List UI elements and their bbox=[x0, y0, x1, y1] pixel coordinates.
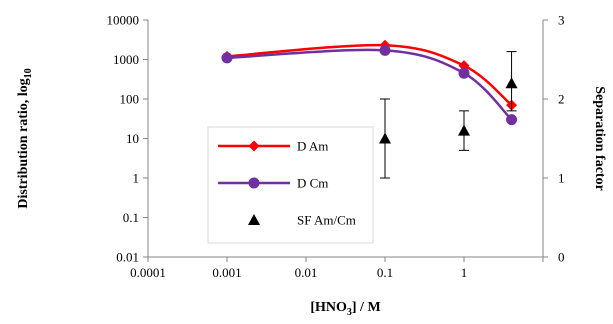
y-left-tick-label: 10000 bbox=[107, 13, 140, 28]
y-left-tick-label: 1 bbox=[133, 171, 140, 186]
legend-item: D Am bbox=[218, 139, 328, 154]
y-axis-left-title: Distribution ratio, log10 bbox=[16, 68, 34, 208]
legend-item: D Cm bbox=[218, 176, 328, 191]
legend-marker bbox=[248, 140, 260, 152]
axes: 0.0001 0.001 0.01 0.1 10.010.111010010001000… bbox=[16, 13, 607, 319]
series-layer bbox=[221, 39, 518, 195]
data-point bbox=[458, 60, 470, 72]
x-tick-label: 0.001 bbox=[212, 265, 241, 280]
data-point bbox=[379, 44, 391, 56]
y-left-tick-label: 100 bbox=[120, 92, 140, 107]
y-left-tick-label: 10 bbox=[126, 131, 139, 146]
data-point bbox=[505, 77, 518, 89]
data-point bbox=[379, 132, 391, 144]
x-tick-label: 1 bbox=[461, 265, 468, 280]
y-right-tick-label: 0 bbox=[558, 250, 565, 265]
x-tick-label: 0.1 bbox=[377, 265, 393, 280]
y-right-tick-label: 1 bbox=[558, 171, 565, 186]
x-tick-label: 0.0001 bbox=[130, 265, 166, 280]
x-tick-label: 0.01 bbox=[295, 265, 318, 280]
y-left-tick-label: 0.01 bbox=[116, 250, 139, 265]
y-left-tick-label: 0.1 bbox=[123, 210, 139, 225]
data-point bbox=[506, 114, 518, 126]
y-axis-right-title: Separation factor bbox=[592, 86, 607, 191]
legend-label: D Am bbox=[297, 139, 328, 154]
series-2 bbox=[221, 44, 518, 126]
series-line bbox=[226, 43, 513, 107]
y-left-tick-label: 1000 bbox=[113, 52, 139, 67]
legend-marker bbox=[248, 214, 260, 225]
data-point bbox=[221, 52, 233, 64]
data-point bbox=[458, 67, 470, 79]
y-right-tick-label: 3 bbox=[558, 13, 565, 28]
legend-marker bbox=[248, 177, 260, 189]
series-line bbox=[226, 48, 513, 121]
legend-item: SF Am/Cm bbox=[248, 213, 356, 228]
legend-label: D Cm bbox=[297, 176, 328, 191]
legend-label: SF Am/Cm bbox=[297, 213, 356, 228]
y-right-tick-label: 2 bbox=[558, 92, 565, 107]
x-axis-title: [HNO3] / M bbox=[310, 300, 380, 318]
legend: D Am D Cm SF Am/Cm bbox=[207, 126, 374, 244]
data-point bbox=[458, 124, 470, 136]
